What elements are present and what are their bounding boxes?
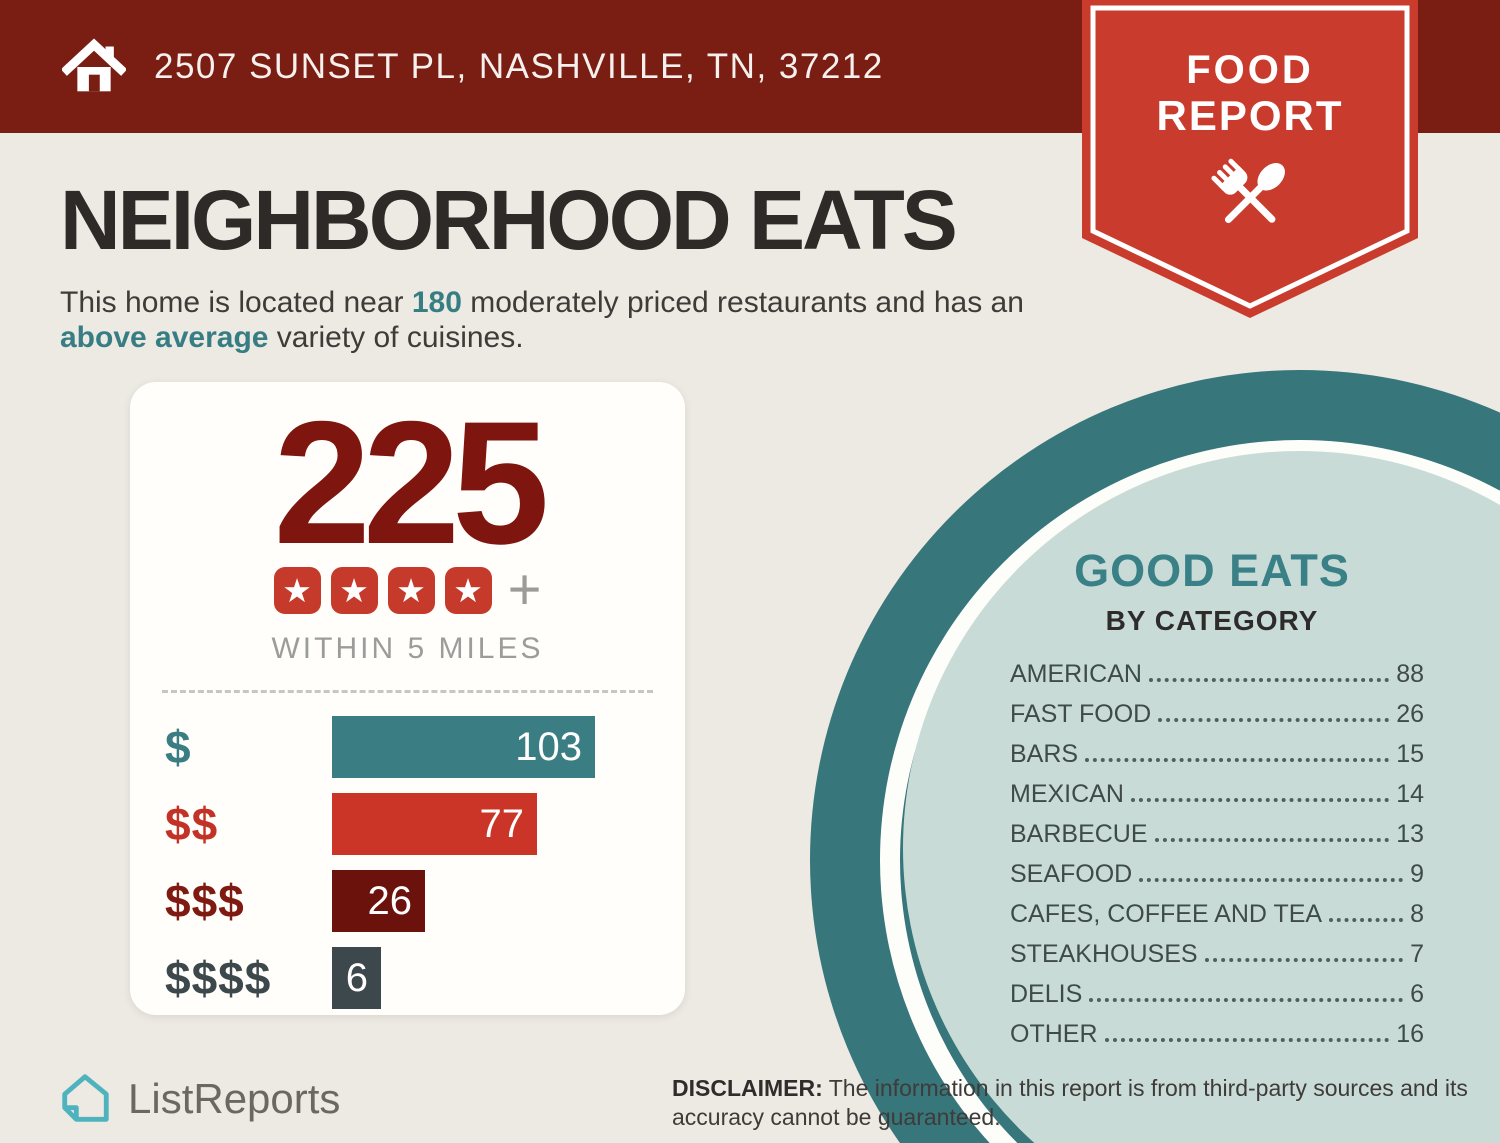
category-count: 8 <box>1410 899 1424 928</box>
category-count: 88 <box>1396 659 1424 688</box>
ribbon-title-report: REPORT <box>1156 92 1344 139</box>
property-address: 2507 SUNSET PL, NASHVILLE, TN, 37212 <box>154 46 884 86</box>
list-item: AMERICAN 88 <box>1010 648 1424 688</box>
good-eats-heading: GOOD EATS BY CATEGORY <box>1000 545 1424 637</box>
category-label: DELIS <box>1010 979 1083 1008</box>
category-label: AMERICAN <box>1010 659 1142 688</box>
price-tier-bar-chart: $ 103 $$ 77 $$$ 26 $$$$ 6 <box>165 716 650 1024</box>
list-item: BARS 15 <box>1010 728 1424 768</box>
price-tier-label: $ <box>165 721 192 773</box>
dotted-leader <box>1148 678 1390 682</box>
bar-price-4: 6 <box>332 947 381 1009</box>
good-eats-subtitle: BY CATEGORY <box>1105 605 1319 636</box>
food-report-ribbon: FOOD REPORT <box>1082 0 1418 322</box>
list-item: SEAFOOD 9 <box>1010 848 1424 888</box>
dotted-leader <box>1154 838 1390 842</box>
bar-row-price-2: $$ 77 <box>165 793 650 855</box>
home-icon <box>62 37 126 91</box>
category-label: SEAFOOD <box>1010 859 1133 888</box>
list-item: MEXICAN 14 <box>1010 768 1424 808</box>
category-count: 14 <box>1396 779 1424 808</box>
bar-price-3: 26 <box>332 870 425 932</box>
list-item: STEAKHOUSES 7 <box>1010 928 1424 968</box>
category-count: 26 <box>1396 699 1424 728</box>
price-tier-label: $$$$ <box>165 952 272 1004</box>
price-tier-label: $$$ <box>165 875 245 927</box>
bar-price-1: 103 <box>332 716 595 778</box>
intro-text-2: moderately priced restaurants and has an <box>461 286 1024 319</box>
list-item: FAST FOOD 26 <box>1010 688 1424 728</box>
bar-row-price-4: $$$$ 6 <box>165 947 650 1009</box>
disclaimer-label: DISCLAIMER: <box>672 1075 823 1101</box>
category-count: 7 <box>1410 939 1424 968</box>
category-count: 9 <box>1410 859 1424 888</box>
category-label: BARS <box>1010 739 1079 768</box>
dotted-leader <box>1329 918 1404 922</box>
page-title: NEIGHBORHOOD EATS <box>60 173 958 267</box>
radius-subtitle: WITHIN 5 MILES <box>271 632 544 665</box>
star-icon: ★ <box>330 566 378 614</box>
star-icon: ★ <box>273 566 321 614</box>
ribbon-title-food: FOOD <box>1186 48 1314 92</box>
bar-value: 26 <box>367 878 413 923</box>
dotted-leader <box>1104 1038 1390 1042</box>
list-item: OTHER 16 <box>1010 1008 1424 1048</box>
listreports-logo-icon <box>62 1074 109 1122</box>
restaurant-summary-card: 225 ★ ★ ★ ★ + WITHIN 5 MILES $ 103 $$ 77 $$$… <box>130 382 685 1015</box>
intro-text-3: variety of cuisines. <box>268 321 524 355</box>
crossed-spoon-fork-icon <box>1211 158 1285 224</box>
list-item: BARBECUE 13 <box>1010 808 1424 848</box>
listreports-wordmark: ListReports <box>128 1075 341 1122</box>
category-count: 13 <box>1396 819 1424 848</box>
dotted-leader <box>1130 798 1390 802</box>
category-count: 6 <box>1410 979 1424 1008</box>
intro-paragraph: This home is located near 180 moderately… <box>60 285 1060 356</box>
restaurant-count: 180 <box>411 286 462 319</box>
category-label: OTHER <box>1010 1019 1098 1048</box>
bar-value: 103 <box>515 724 582 769</box>
bar-row-price-3: $$$ 26 <box>165 870 650 932</box>
star-icon: ★ <box>444 566 492 614</box>
category-label: CAFES, COFFEE AND TEA <box>1010 899 1323 928</box>
dotted-leader <box>1204 958 1404 962</box>
category-label: FAST FOOD <box>1010 699 1152 728</box>
category-label: BARBECUE <box>1010 819 1148 848</box>
bar-price-2: 77 <box>332 793 537 855</box>
plus-sign: + <box>507 557 542 622</box>
listreports-brand: ListReports <box>56 1070 340 1128</box>
bar-value: 6 <box>345 955 368 1000</box>
intro-text-1: This home is located near <box>60 286 412 319</box>
star-rating: ★ ★ ★ ★ + <box>130 561 685 619</box>
variety-highlight: above average <box>60 321 269 355</box>
category-count: 16 <box>1396 1019 1424 1048</box>
dotted-leader <box>1158 718 1390 722</box>
ribbon-banner-shape <box>1082 0 1418 318</box>
bar-row-price-1: $ 103 <box>165 716 650 778</box>
total-restaurants-count: 225 <box>273 386 550 581</box>
list-item: CAFES, COFFEE AND TEA 8 <box>1010 888 1424 928</box>
dotted-leader <box>1139 878 1404 882</box>
category-count: 15 <box>1396 739 1424 768</box>
intro-section: NEIGHBORHOOD EATS This home is located n… <box>60 172 1070 356</box>
disclaimer-text: DISCLAIMER: The information in this repo… <box>672 1074 1492 1132</box>
category-label: MEXICAN <box>1010 779 1124 808</box>
disclaimer-body: The information in this report is from t… <box>672 1075 1468 1130</box>
category-label: STEAKHOUSES <box>1010 939 1198 968</box>
bar-value: 77 <box>479 801 525 846</box>
dotted-leader <box>1089 998 1404 1002</box>
dashed-divider <box>162 690 653 693</box>
price-tier-label: $$ <box>165 798 219 850</box>
good-eats-category-list: AMERICAN 88 FAST FOOD 26 BARS 15 MEXICAN 14 … <box>1010 648 1424 1048</box>
list-item: DELIS 6 <box>1010 968 1424 1008</box>
star-icon: ★ <box>387 566 435 614</box>
dotted-leader <box>1085 758 1390 762</box>
good-eats-title: GOOD EATS <box>1074 545 1350 596</box>
